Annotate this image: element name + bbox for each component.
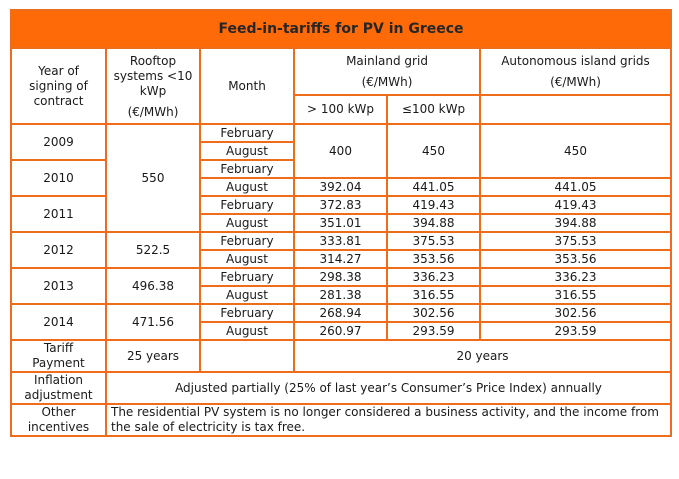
le100-cell: 450 [386,123,481,179]
month-cell: February [199,303,295,323]
table-row: 2013 496.38 February 298.38 336.23 336.2… [10,267,672,305]
table-row: August [11,141,671,161]
header-island-empty [479,94,672,125]
inflation-label: Inflation adjustment [10,371,107,405]
header-mainland: Mainland grid (€/MWh) [293,47,481,96]
table-row: August 314.27 353.56 353.56 [11,249,672,269]
le100-cell: 316.55 [386,285,481,305]
gt100-cell: 260.97 [293,321,388,341]
month-cell: February [199,159,295,179]
month-cell: February [199,195,295,215]
le100-cell: 353.56 [386,249,481,269]
le100-cell: 441.05 [386,177,481,197]
year-cell: 2012 [10,231,107,269]
year-cell: 2009 [10,123,107,161]
month-cell: August [199,213,295,233]
le100-cell: 419.43 [386,195,481,215]
table-row: August 351.01 394.88 394.88 [11,213,672,233]
other-incentives-row: Other incentives The residential PV syst… [10,403,672,437]
month-cell: August [199,285,295,305]
year-cell: 2014 [10,303,107,341]
tariff-empty [199,339,295,373]
gt100-cell: 314.27 [293,249,388,269]
le100-cell: 394.88 [386,213,481,233]
gt100-cell: 268.94 [293,303,388,323]
rooftop-cell: 550 [105,123,201,233]
gt100-cell: 351.01 [293,213,388,233]
table-row: 2009 550 February 400 450 450 [10,123,672,233]
gt100-cell: 372.83 [293,195,388,215]
year-cell: 2010 [10,159,107,197]
island-cell: 394.88 [479,213,672,233]
rooftop-cell: 471.56 [105,303,201,341]
tariff-payment-label: Tariff Payment [10,339,107,373]
header-year: Year of signing of contract [10,47,107,125]
rooftop-cell: 522.5 [105,231,201,269]
table-row: August 392.04 441.05 441.05 [11,177,672,197]
island-cell: 293.59 [479,321,672,341]
table-row: August 281.38 316.55 316.55 [11,285,672,305]
island-cell: 450 [479,123,672,179]
month-cell: August [199,177,295,197]
month-cell: February [199,123,295,143]
year-cell: 2013 [10,267,107,305]
island-cell: 302.56 [479,303,672,323]
le100-cell: 375.53 [386,231,481,251]
table-row: 2010 February [10,159,671,197]
island-cell: 441.05 [479,177,672,197]
table-row: 2012 522.5 February 333.81 375.53 375.53 [10,231,672,269]
tariff-other: 20 years [293,339,672,373]
gt100-cell: 400 [293,123,388,179]
table-title: Feed-in-tariffs for PV in Greece [10,9,672,49]
le100-cell: 336.23 [386,267,481,287]
le100-cell: 302.56 [386,303,481,323]
month-cell: August [199,141,295,161]
year-cell: 2011 [10,195,107,233]
month-cell: August [199,321,295,341]
table-row: 2011 February 372.83 419.43 419.43 [10,195,672,233]
month-cell: August [199,249,295,269]
gt100-cell: 298.38 [293,267,388,287]
table-row: 2014 471.56 February 268.94 302.56 302.5… [10,303,672,341]
table-row: August 260.97 293.59 293.59 [11,321,672,341]
header-mainland-le100: ≤100 kWp [386,94,481,125]
gt100-cell: 392.04 [293,177,388,197]
tariff-rooftop: 25 years [105,339,201,373]
island-cell: 336.23 [479,267,672,287]
inflation-text: Adjusted partially (25% of last year’s C… [105,371,672,405]
le100-cell: 293.59 [386,321,481,341]
island-cell: 419.43 [479,195,672,215]
header-mainland-gt100: > 100 kWp [293,94,388,125]
rooftop-cell: 496.38 [105,267,201,305]
island-cell: 353.56 [479,249,672,269]
header-rooftop: Rooftop systems <10 kWp (€/MWh) [105,47,201,125]
gt100-cell: 281.38 [293,285,388,305]
tariff-payment-row: Tariff Payment 25 years 20 years [10,339,672,373]
month-cell: February [199,267,295,287]
island-cell: 316.55 [479,285,672,305]
island-cell: 375.53 [479,231,672,251]
gt100-cell: 333.81 [293,231,388,251]
feed-in-tariff-table: Feed-in-tariffs for PV in Greece Year of… [10,9,672,437]
header-island: Autonomous island grids (€/MWh) [479,47,672,96]
other-incentives-text: The residential PV system is no longer c… [105,403,672,437]
header-month: Month [199,47,295,125]
month-cell: February [199,231,295,251]
other-incentives-label: Other incentives [10,403,107,437]
inflation-row: Inflation adjustment Adjusted partially … [10,371,672,405]
